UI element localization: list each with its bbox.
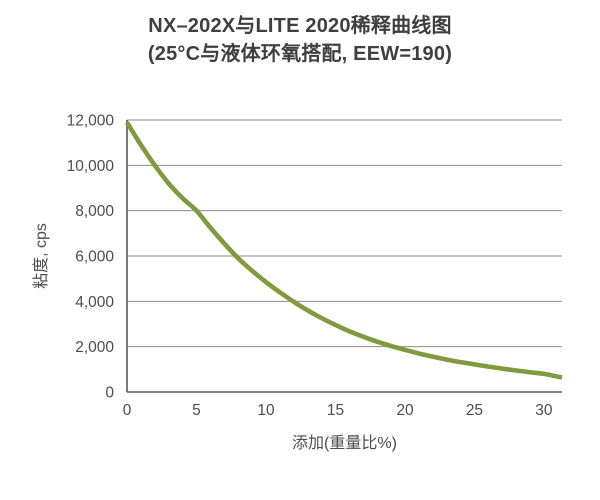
y-tick-label-6000: 6,000	[75, 249, 114, 266]
chart-title-line-2: (25°C与液体环氧搭配, EEW=190)	[147, 43, 453, 66]
y-axis-title: 粘度, cps	[32, 223, 50, 289]
x-tick-label-10: 10	[257, 402, 275, 419]
series-line-0	[125, 121, 563, 380]
y-tick-label-0: 0	[105, 385, 114, 402]
y-tick-label-10000: 10,000	[67, 158, 115, 175]
x-tick-label-30: 30	[535, 402, 553, 419]
x-tick-label-5: 5	[192, 402, 201, 419]
y-tick-labels-group: 0 2,000 4,000 6,000 8,000 10,000 12,000	[67, 113, 115, 402]
y-tick-label-4000: 4,000	[75, 294, 114, 311]
x-tick-label-0: 0	[123, 402, 132, 419]
gridlines-group	[127, 119, 562, 348]
chart-title: NX–202X与LITE 2020稀释曲线图 (25°C与液体环氧搭配, EEW…	[0, 12, 600, 69]
y-tick-label-12000: 12,000	[67, 113, 115, 130]
series-group	[125, 121, 563, 380]
x-tick-labels-group: 0 5 10 15 20 25 30	[123, 402, 553, 419]
x-tick-label-20: 20	[396, 402, 414, 419]
chart-title-line-1: NX–202X与LITE 2020稀释曲线图	[148, 15, 452, 37]
axes-group	[126, 120, 562, 393]
y-tick-label-8000: 8,000	[75, 203, 114, 220]
x-tick-label-25: 25	[466, 402, 483, 419]
y-tick-label-2000: 2,000	[75, 339, 114, 356]
x-tick-label-15: 15	[327, 402, 344, 419]
x-axis-title: 添加(重量比%)	[292, 434, 397, 452]
